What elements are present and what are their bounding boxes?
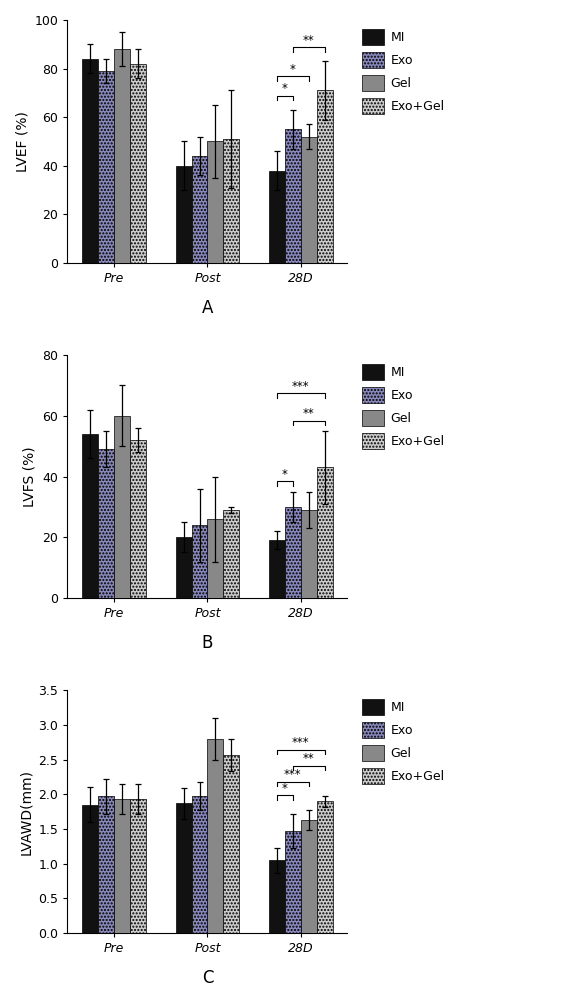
Bar	[114, 49, 130, 263]
Bar	[114, 416, 130, 598]
Bar	[130, 64, 146, 263]
Text: *: *	[282, 782, 288, 795]
Bar	[98, 449, 114, 598]
Legend: MI, Exo, Gel, Exo+Gel: MI, Exo, Gel, Exo+Gel	[359, 696, 447, 786]
Y-axis label: LVEF (%): LVEF (%)	[15, 111, 29, 172]
Bar	[317, 467, 332, 598]
Legend: MI, Exo, Gel, Exo+Gel: MI, Exo, Gel, Exo+Gel	[359, 26, 447, 116]
Bar	[176, 166, 191, 263]
Bar	[269, 171, 285, 263]
Bar	[207, 519, 223, 598]
Bar	[269, 860, 285, 933]
Bar	[130, 440, 146, 598]
Bar	[83, 59, 98, 263]
Bar	[269, 540, 285, 598]
Bar	[301, 137, 317, 263]
Bar	[114, 799, 130, 933]
Bar	[207, 141, 223, 263]
Bar	[98, 71, 114, 263]
Text: B: B	[202, 634, 213, 652]
Bar	[191, 796, 207, 933]
Text: **: **	[303, 34, 315, 47]
Bar	[317, 801, 332, 933]
Bar	[191, 525, 207, 598]
Bar	[223, 755, 239, 933]
Text: C: C	[202, 969, 213, 987]
Bar	[285, 507, 301, 598]
Bar	[130, 799, 146, 933]
Text: *: *	[290, 63, 296, 76]
Legend: MI, Exo, Gel, Exo+Gel: MI, Exo, Gel, Exo+Gel	[359, 361, 447, 451]
Bar	[83, 434, 98, 598]
Bar	[191, 156, 207, 263]
Text: *: *	[282, 82, 288, 95]
Bar	[223, 139, 239, 263]
Bar	[285, 129, 301, 263]
Bar	[176, 537, 191, 598]
Text: ***: ***	[284, 768, 301, 781]
Bar	[207, 739, 223, 933]
Y-axis label: LVAWD(mm): LVAWD(mm)	[19, 769, 33, 855]
Bar	[83, 805, 98, 933]
Bar	[223, 510, 239, 598]
Bar	[301, 820, 317, 933]
Y-axis label: LVFS (%): LVFS (%)	[23, 446, 37, 507]
Bar	[301, 510, 317, 598]
Text: *: *	[282, 468, 288, 481]
Bar	[285, 831, 301, 933]
Bar	[98, 796, 114, 933]
Text: A: A	[202, 299, 213, 317]
Text: ***: ***	[292, 380, 310, 393]
Bar	[317, 90, 332, 263]
Text: **: **	[303, 407, 315, 420]
Bar	[176, 803, 191, 933]
Text: ***: ***	[292, 736, 310, 749]
Text: **: **	[303, 752, 315, 765]
